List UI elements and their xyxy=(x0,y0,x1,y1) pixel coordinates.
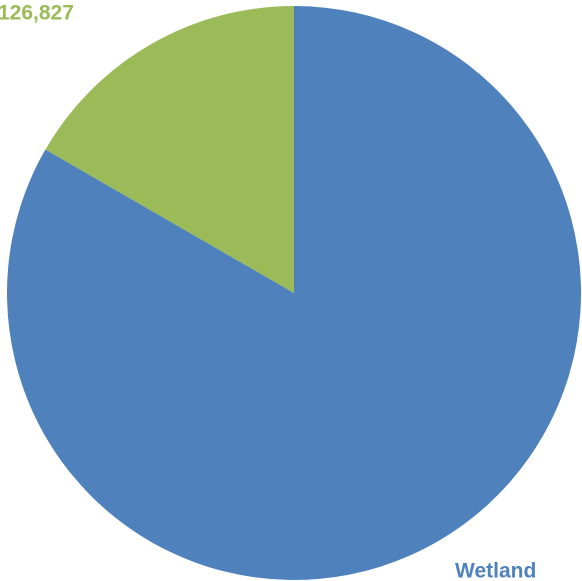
pie-slice xyxy=(45,6,295,293)
category-label: Wetland xyxy=(455,560,536,581)
value-label: 126,827 xyxy=(0,2,74,25)
